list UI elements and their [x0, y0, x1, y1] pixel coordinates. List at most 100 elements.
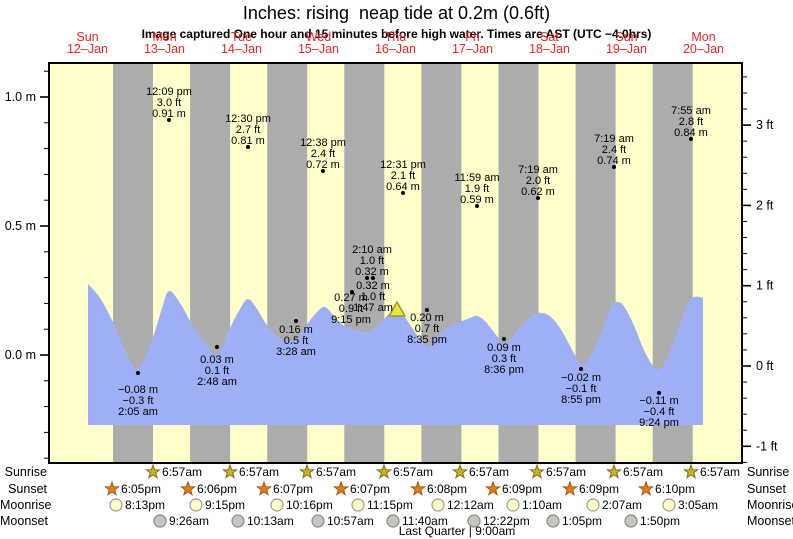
sunset-time: 6:09pm: [502, 482, 542, 496]
sunrise-time: 6:57am: [393, 465, 433, 479]
day-date-label: 18–Jan: [529, 42, 570, 56]
high-tide-dot: [612, 165, 616, 169]
page-subtitle: Image captured One hour and 15 minutes b…: [141, 27, 652, 41]
day-date-label: 19–Jan: [606, 42, 647, 56]
moonset-row-label-left: Moonset: [0, 514, 48, 528]
low-tide-label: 2:05 am: [118, 406, 158, 418]
high-tide-dot: [321, 169, 325, 173]
moonrise-icon: [431, 498, 445, 512]
moonrise-time: 1:10am: [522, 498, 562, 512]
y-axis-left-label: 1.0 m: [5, 90, 36, 104]
high-tide-label: 0.62 m: [521, 186, 555, 198]
low-tide-label: 0.9 ft: [339, 303, 363, 315]
moonrise-time: 8:13pm: [125, 498, 165, 512]
high-tide-label: 0.72 m: [306, 159, 340, 171]
y-axis-right-label: 1 ft: [756, 279, 774, 293]
sunrise-time: 6:57am: [162, 465, 202, 479]
moonrise-time: 12:12am: [447, 498, 494, 512]
moonrise-time: 2:07am: [602, 498, 642, 512]
moonset-icon: [467, 514, 481, 528]
high-tide-label: 0.91 m: [152, 108, 186, 120]
high-tide-label: 0.81 m: [231, 135, 265, 147]
high-tide-label: 11:59 am: [454, 172, 499, 184]
low-tide-label: 8:55 pm: [561, 394, 601, 406]
day-date-label: 17–Jan: [452, 42, 493, 56]
day-name-label: Sun: [615, 30, 637, 44]
day-name-label: Fri: [465, 30, 480, 44]
sunrise-icon: [221, 463, 239, 479]
low-tide-label: 9:24 pm: [639, 417, 679, 429]
moonset-row-label-right: Moonset: [747, 514, 793, 528]
low-tide-label: 1.0 ft: [361, 291, 385, 303]
low-tide-label: −0.08 m: [118, 384, 158, 396]
day-date-label: 16–Jan: [375, 42, 416, 56]
sunrise-icon: [298, 463, 316, 479]
moonset-icon: [386, 514, 400, 528]
low-tide-label: −0.1 ft: [566, 383, 597, 395]
high-tide-label: 2.1 ft: [391, 170, 415, 182]
low-tide-dot: [215, 345, 219, 349]
moonrise-row-label-right: Moonrise: [747, 498, 793, 512]
high-tide-dot: [475, 204, 479, 208]
high-tide-dot: [401, 191, 405, 195]
high-tide-label: 2.8 ft: [679, 116, 703, 128]
moonrise-icon: [189, 498, 203, 512]
low-tide-label: 0.09 m: [487, 342, 521, 354]
low-tide-label: 0.16 m: [279, 324, 313, 336]
tide-area: [88, 284, 703, 425]
moonrise-icon: [351, 498, 365, 512]
moon-phase-label: Last Quarter | 9:00am: [398, 524, 516, 538]
high-tide-label: 2.4 ft: [602, 144, 626, 156]
sunset-row-label-right: Sunset: [747, 482, 786, 496]
page-title: Inches: rising neap tide at 0.2m (0.6ft): [242, 3, 551, 23]
moonset-icon: [231, 514, 245, 528]
sunset-icon: [561, 480, 579, 496]
sunset-time: 6:07pm: [350, 482, 390, 496]
low-tide-label: 8:36 pm: [484, 364, 524, 376]
day-date-label: 12–Jan: [67, 42, 108, 56]
moonset-time: 1:05pm: [562, 514, 602, 528]
y-axis-right-label: 2 ft: [756, 198, 774, 212]
day-name-label: Wed: [306, 30, 332, 44]
low-tide-label: 2:48 am: [197, 376, 237, 388]
sunset-icon: [179, 480, 197, 496]
sunrise-row-label-left: Sunrise: [4, 465, 47, 479]
high-tide-label: 7:19 am: [518, 164, 558, 176]
sunrise-icon: [375, 463, 393, 479]
high-tide-dot: [536, 196, 540, 200]
low-tide-label: 9:15 pm: [331, 314, 371, 326]
high-tide-label: 12:09 pm: [146, 86, 192, 98]
low-tide-label: −0.4 ft: [644, 406, 675, 418]
y-axis-left-label: 0.0 m: [5, 348, 36, 362]
plot-frame: [48, 62, 743, 464]
high-tide-dot: [365, 276, 369, 280]
high-tide-label: 2.4 ft: [311, 148, 335, 160]
high-tide-label: 2.7 ft: [236, 124, 260, 136]
sunrise-time: 6:57am: [469, 465, 509, 479]
sunrise-time: 6:57am: [546, 465, 586, 479]
low-tide-dot: [502, 337, 506, 341]
moonset-icon: [153, 514, 167, 528]
sunset-icon: [255, 480, 273, 496]
high-tide-label: 2.0 ft: [526, 175, 550, 187]
high-tide-label: 12:38 pm: [300, 137, 346, 149]
moonrise-time: 9:15pm: [205, 498, 245, 512]
low-tide-label: −0.11 m: [639, 395, 678, 407]
moonrise-time: 10:16pm: [286, 498, 333, 512]
sunrise-time: 6:57am: [623, 465, 663, 479]
moonrise-icon: [586, 498, 600, 512]
sunrise-time: 6:57am: [316, 465, 356, 479]
sunset-time: 6:09pm: [579, 482, 619, 496]
low-tide-dot: [579, 367, 583, 371]
y-axis-right-label: 0 ft: [756, 359, 774, 373]
day-date-label: 14–Jan: [221, 42, 262, 56]
moonset-time: 9:26am: [169, 514, 209, 528]
low-tide-label: 0.20 m: [410, 312, 444, 324]
moonrise-icon: [109, 498, 123, 512]
moonrise-icon: [270, 498, 284, 512]
low-tide-label: 0.03 m: [200, 354, 234, 366]
sunset-row-label-left: Sunset: [8, 482, 47, 496]
high-tide-label: 0.59 m: [460, 194, 494, 206]
